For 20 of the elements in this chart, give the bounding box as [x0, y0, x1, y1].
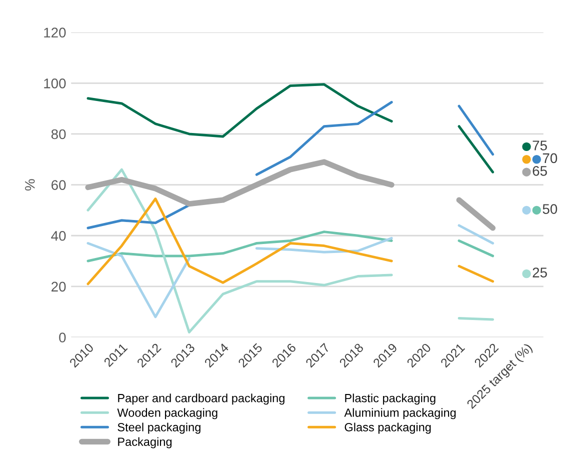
y-tick-label: 60: [52, 180, 66, 190]
legend-label: Aluminium packaging: [344, 408, 456, 420]
legend-label: Wooden packaging: [117, 408, 218, 420]
data-label: 70: [542, 153, 558, 164]
y-tick-label: 20: [52, 282, 66, 292]
y-tick-label: 0: [59, 332, 66, 342]
y-tick-label: 80: [51, 129, 66, 140]
legend-label: Plastic packaging: [345, 394, 436, 405]
legend-label: Packaging: [118, 437, 172, 448]
y-tick-label: 40: [51, 230, 66, 241]
legend-label: Paper and cardboard packaging: [118, 394, 284, 405]
y-tick-label: 120: [44, 28, 66, 38]
legend-label: Glass packaging: [344, 422, 431, 434]
data-label: 50: [542, 204, 558, 214]
legend-label: Steel packaging: [118, 422, 200, 434]
data-label: 65: [532, 166, 547, 176]
data-label: 75: [532, 140, 547, 150]
data-label: 25: [532, 268, 547, 278]
y-axis-title: %: [25, 179, 35, 190]
y-tick-label: 100: [44, 78, 66, 88]
